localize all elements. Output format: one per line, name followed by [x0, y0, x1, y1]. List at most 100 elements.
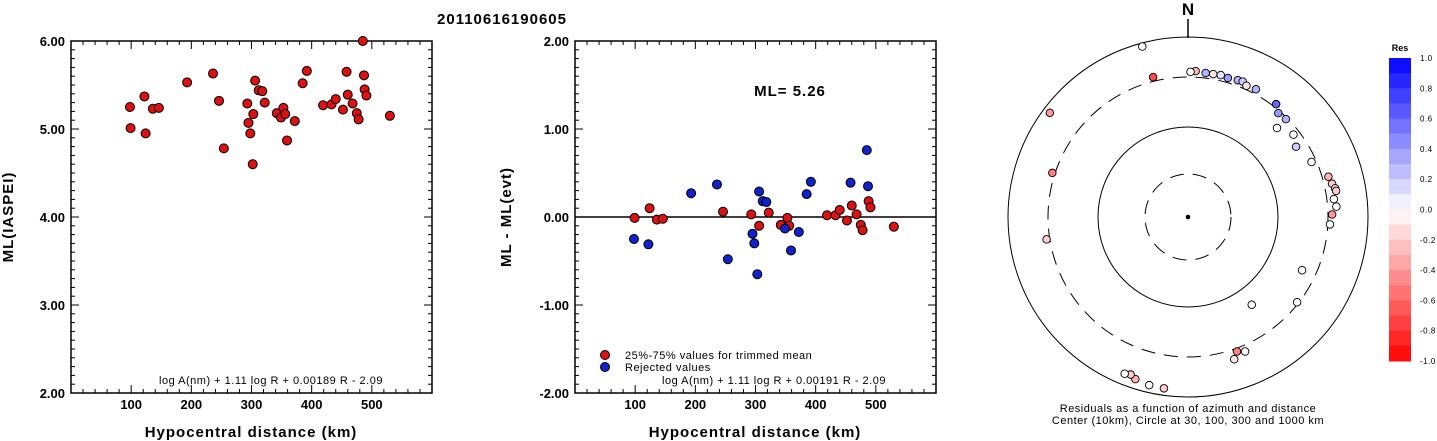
data-point [357, 36, 368, 46]
x-tick-label: 100 [624, 397, 646, 412]
data-point [243, 117, 254, 128]
colorbar-cell [1389, 315, 1411, 332]
data-point [779, 223, 790, 234]
x-tick-label: 500 [361, 397, 383, 412]
station-point [1281, 114, 1291, 124]
y-tick-label: 6.00 [40, 34, 65, 49]
data-point [754, 186, 765, 197]
tick-marks [70, 40, 433, 394]
data-point [248, 109, 259, 120]
station-point [1042, 235, 1051, 244]
colorbar-cell [1389, 73, 1411, 89]
data-point [259, 97, 270, 108]
colorbar-cell [1389, 103, 1411, 120]
data-point [754, 220, 765, 231]
data-point [245, 128, 256, 139]
data-point [125, 123, 136, 134]
data-point [182, 77, 193, 88]
data-point [361, 90, 372, 101]
data-point [301, 65, 312, 76]
data-point [861, 145, 872, 156]
station-point [1159, 384, 1169, 393]
colorbar-label: -1.0 [1420, 357, 1436, 366]
colorbar-title: Res [1392, 43, 1409, 53]
station-point [1144, 380, 1154, 390]
data-point [207, 68, 218, 79]
x-tick-label: 400 [805, 397, 827, 412]
station-point [1289, 130, 1298, 139]
legend-accepted-label: 25%-75% values for trimmed mean [625, 350, 812, 362]
data-point [347, 98, 358, 109]
y-tick-label: 5.00 [40, 122, 65, 137]
data-point [761, 197, 772, 208]
station-point [1272, 123, 1282, 133]
data-point [793, 226, 804, 237]
y-tick-label: -2.00 [539, 386, 569, 401]
formula-label: log A(nm) + 1.11 log R + 0.00189 R - 2.0… [159, 375, 383, 387]
data-point [822, 210, 833, 221]
x-tick-label: 200 [180, 397, 202, 412]
data-point [139, 91, 150, 102]
station-point [1329, 194, 1339, 204]
colorbar-cell [1389, 300, 1411, 317]
data-point [628, 234, 639, 244]
y-tick-label: 2.00 [40, 386, 65, 401]
station-point [1331, 186, 1341, 196]
y-axis-label: ML(IASPEI) [0, 172, 17, 263]
data-point [805, 176, 816, 187]
colorbar-label: -0.2 [1420, 236, 1436, 245]
data-point [657, 213, 668, 224]
colorbar-cell [1389, 179, 1411, 195]
data-point [124, 102, 135, 112]
magnitude-panel: 100 200 300 400 500 2.00 3.00 4.00 5.00 6.00 Hypo… [0, 34, 433, 441]
x-tick-label: 100 [120, 397, 142, 412]
station-point [1307, 157, 1316, 167]
data-points [628, 145, 899, 280]
data-point [140, 128, 151, 139]
data-point [801, 189, 812, 200]
y-axis-label: ML - ML(evt) [498, 167, 515, 267]
colorbar-cell [1389, 239, 1411, 256]
data-point [865, 202, 876, 213]
station-point [1251, 85, 1261, 94]
station-point [1291, 142, 1301, 152]
north-label: N [1182, 0, 1194, 19]
station-point [1325, 220, 1335, 229]
legend-rejected-label: Rejected values [625, 362, 711, 374]
colorbar-cell [1389, 148, 1411, 165]
data-point [247, 159, 258, 170]
data-point [384, 110, 395, 121]
data-point [153, 102, 164, 113]
residual-panel: 100 200 300 400 500 -2.00 -1.00 0.00 1.00 2.00 Hy… [498, 34, 937, 441]
colorbar-cell [1389, 88, 1411, 104]
figure-title: 20110616190605 [437, 11, 567, 28]
center-point [1185, 214, 1191, 220]
data-point [722, 254, 733, 265]
x-tick-label: 300 [241, 397, 263, 412]
station-point [1229, 354, 1239, 364]
station-point [1327, 210, 1337, 219]
station-point [1186, 67, 1195, 77]
station-point [1216, 70, 1226, 80]
colorbar-label: 0.4 [1420, 145, 1433, 154]
station-point [1274, 108, 1283, 118]
station-point [1324, 172, 1333, 181]
data-point [643, 239, 654, 250]
data-point [280, 109, 291, 120]
data-point [289, 116, 300, 127]
station-point [1208, 69, 1218, 79]
station-point [1271, 99, 1281, 109]
data-point [242, 98, 253, 109]
data-point [746, 209, 757, 220]
data-point [250, 75, 261, 86]
data-point [763, 207, 774, 218]
data-point [257, 86, 268, 97]
colorbar-cell [1389, 118, 1411, 135]
data-point [337, 104, 348, 115]
legend-accepted-marker [600, 350, 610, 360]
station-point [1148, 72, 1158, 82]
x-axis-label: Hypocentral distance (km) [145, 424, 358, 441]
y-tick-label: -1.00 [539, 298, 569, 313]
data-point [318, 100, 329, 111]
ring-100km [1097, 126, 1279, 308]
